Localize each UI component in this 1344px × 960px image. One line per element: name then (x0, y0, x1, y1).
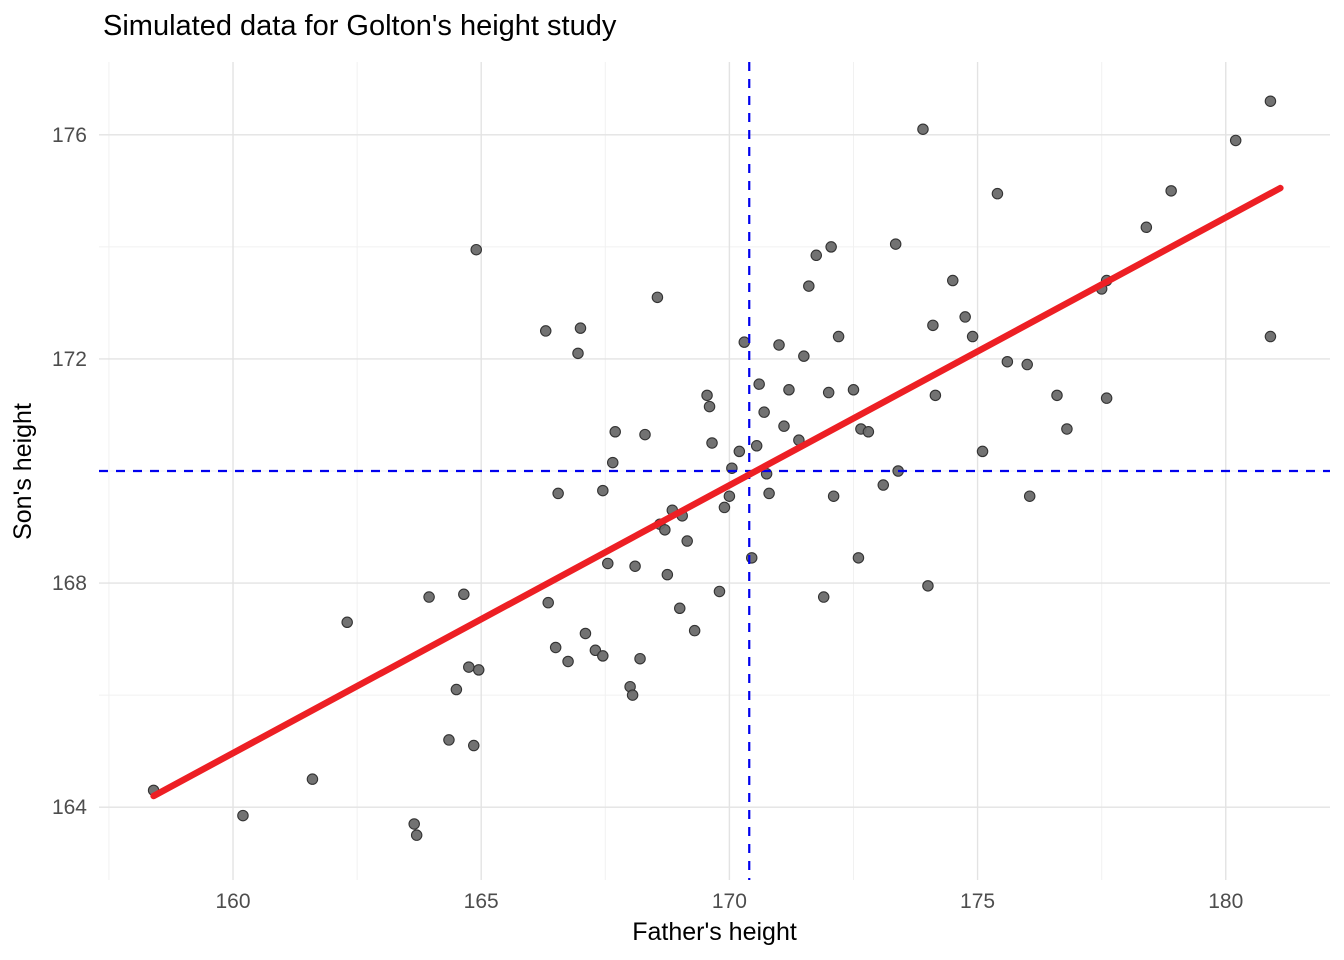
data-point (606, 456, 619, 469)
x-axis-tick-label: 165 (464, 890, 499, 913)
data-point (463, 661, 475, 673)
data-point (468, 739, 480, 752)
y-axis-tick-label: 164 (52, 796, 87, 819)
chart-title: Simulated data for Golton's height study (103, 10, 617, 42)
data-point (443, 734, 455, 746)
data-point (639, 428, 651, 441)
data-point (947, 274, 959, 287)
data-point (681, 535, 693, 547)
data-point (773, 339, 785, 351)
data-point (579, 627, 592, 640)
x-axis-tick-label: 170 (712, 890, 747, 913)
data-point (629, 560, 641, 572)
data-point (574, 322, 587, 334)
data-point (1165, 185, 1177, 197)
data-point (783, 384, 795, 396)
data-point (832, 330, 845, 343)
data-point (602, 557, 614, 570)
x-axis-tick-label: 175 (960, 890, 995, 913)
data-point (966, 330, 979, 343)
data-point (1264, 330, 1277, 343)
data-point (877, 479, 890, 491)
data-point (738, 336, 751, 348)
data-point (723, 490, 736, 502)
data-point (1229, 134, 1242, 147)
data-point (674, 602, 686, 615)
data-point (927, 319, 939, 332)
y-axis-tick-label: 176 (52, 124, 87, 147)
data-point (763, 487, 775, 500)
data-point (1023, 490, 1036, 502)
x-axis-label: Father's height (632, 918, 797, 946)
data-point (810, 249, 823, 262)
data-point (917, 123, 929, 135)
data-point (634, 652, 646, 665)
data-point (458, 588, 470, 601)
data-point (572, 347, 584, 360)
data-point (847, 384, 860, 396)
data-point (778, 420, 790, 432)
data-point (539, 325, 552, 337)
data-point (758, 406, 770, 418)
data-point (852, 552, 865, 564)
data-point (1021, 358, 1033, 371)
data-point (733, 445, 746, 458)
data-point (408, 818, 420, 830)
data-point (542, 596, 554, 609)
data-point (1100, 392, 1113, 404)
data-point (470, 243, 482, 256)
data-point (822, 386, 835, 399)
regression-line (150, 184, 1284, 800)
data-point (803, 280, 815, 292)
data-point (753, 378, 765, 390)
data-point (889, 238, 902, 250)
data-point (713, 585, 726, 598)
data-point (798, 350, 810, 362)
data-point (817, 591, 830, 603)
data-point (552, 487, 564, 500)
data-point (423, 591, 435, 603)
y-axis-tick-label: 168 (52, 572, 87, 595)
data-point (827, 490, 840, 502)
data-point (701, 389, 713, 402)
data-point (706, 437, 718, 449)
data-point (1061, 423, 1073, 435)
data-point (976, 445, 989, 458)
data-point (991, 187, 1004, 200)
data-point (609, 426, 621, 438)
data-point (661, 568, 674, 581)
data-point (626, 689, 639, 701)
data-point (597, 650, 609, 662)
data-point (703, 400, 716, 413)
data-point (1051, 389, 1063, 402)
data-point (1001, 355, 1014, 368)
data-point (651, 291, 664, 304)
data-point (1140, 221, 1153, 234)
data-point (306, 773, 319, 785)
data-point (929, 389, 942, 402)
data-point (450, 683, 463, 696)
data-point (688, 624, 701, 637)
x-axis-tick-label: 160 (215, 890, 250, 913)
data-point (472, 664, 485, 676)
data-point (922, 580, 934, 592)
data-point (718, 501, 731, 514)
data-point (659, 524, 671, 536)
y-axis-tick-label: 172 (52, 348, 87, 371)
data-point (237, 809, 249, 822)
data-point (410, 829, 423, 841)
data-point (959, 311, 971, 323)
data-point (341, 616, 353, 629)
x-axis-tick-label: 180 (1208, 890, 1243, 913)
data-point (862, 426, 875, 438)
data-point (745, 552, 758, 564)
data-point (750, 440, 763, 452)
data-point (562, 655, 574, 668)
data-point (597, 484, 609, 497)
data-point (1264, 95, 1277, 107)
data-point (825, 241, 837, 253)
data-point (549, 641, 562, 654)
